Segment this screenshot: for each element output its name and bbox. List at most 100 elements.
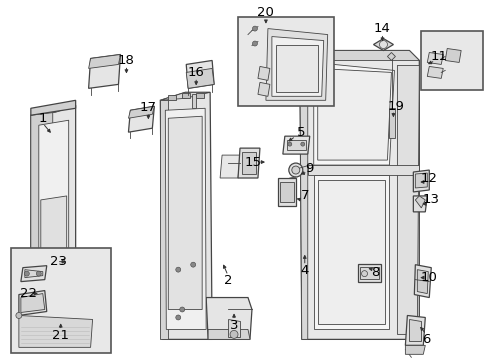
Text: 21: 21: [52, 329, 69, 342]
Polygon shape: [265, 28, 327, 100]
Text: 6: 6: [421, 333, 429, 346]
Polygon shape: [128, 106, 154, 132]
Polygon shape: [299, 50, 307, 339]
Bar: [196, 93, 203, 98]
Text: 4: 4: [300, 264, 308, 277]
Polygon shape: [168, 116, 202, 310]
Polygon shape: [160, 92, 210, 100]
Polygon shape: [397, 66, 419, 334]
Polygon shape: [41, 315, 66, 329]
Polygon shape: [258, 82, 269, 96]
Polygon shape: [242, 152, 255, 174]
Circle shape: [300, 142, 304, 146]
Text: 22: 22: [20, 287, 37, 300]
Polygon shape: [427, 53, 442, 64]
Polygon shape: [227, 319, 240, 337]
Text: 12: 12: [420, 171, 437, 185]
Polygon shape: [317, 180, 385, 324]
Text: 5: 5: [296, 126, 305, 139]
Polygon shape: [31, 108, 53, 339]
Polygon shape: [21, 293, 45, 312]
Bar: [388, 108, 395, 138]
Polygon shape: [39, 120, 68, 319]
Text: 14: 14: [373, 22, 390, 35]
Polygon shape: [277, 178, 295, 206]
Circle shape: [361, 271, 367, 276]
Polygon shape: [165, 108, 206, 329]
Polygon shape: [386, 53, 395, 60]
Polygon shape: [19, 315, 92, 347]
Circle shape: [36, 271, 41, 276]
Polygon shape: [41, 196, 66, 310]
Polygon shape: [373, 39, 393, 50]
Polygon shape: [220, 155, 240, 178]
Polygon shape: [405, 315, 425, 345]
Polygon shape: [412, 170, 428, 192]
Circle shape: [175, 315, 181, 320]
Text: 18: 18: [118, 54, 135, 67]
Text: 9: 9: [305, 162, 313, 175]
Circle shape: [288, 163, 302, 177]
Polygon shape: [313, 175, 388, 329]
Text: 8: 8: [370, 266, 379, 279]
Polygon shape: [238, 148, 260, 178]
Text: 7: 7: [300, 189, 308, 202]
Text: 3: 3: [229, 319, 238, 332]
Circle shape: [252, 26, 257, 31]
Polygon shape: [317, 68, 390, 160]
Circle shape: [252, 41, 257, 46]
Polygon shape: [299, 50, 419, 339]
Circle shape: [190, 262, 195, 267]
Text: 19: 19: [387, 100, 404, 113]
Polygon shape: [414, 196, 425, 208]
Text: 2: 2: [224, 274, 232, 287]
Bar: [421, 31, 482, 90]
Polygon shape: [192, 94, 196, 108]
Polygon shape: [279, 182, 293, 202]
Text: 17: 17: [140, 101, 157, 114]
Text: 13: 13: [422, 193, 439, 206]
Polygon shape: [282, 136, 309, 154]
Polygon shape: [416, 270, 427, 293]
Polygon shape: [413, 265, 430, 298]
Polygon shape: [408, 319, 421, 341]
Polygon shape: [31, 100, 76, 115]
Polygon shape: [31, 105, 76, 115]
Polygon shape: [313, 62, 394, 165]
Text: 1: 1: [39, 112, 47, 125]
Polygon shape: [359, 267, 379, 279]
Circle shape: [229, 330, 238, 338]
Polygon shape: [444, 49, 460, 62]
Text: 20: 20: [257, 6, 274, 19]
Polygon shape: [186, 68, 214, 88]
Polygon shape: [405, 345, 425, 354]
Polygon shape: [160, 100, 168, 339]
Bar: [182, 93, 190, 98]
Polygon shape: [357, 264, 381, 282]
Polygon shape: [275, 45, 317, 92]
Polygon shape: [128, 106, 154, 118]
Polygon shape: [414, 173, 427, 188]
Polygon shape: [258, 67, 269, 80]
Circle shape: [379, 41, 386, 49]
Polygon shape: [21, 266, 47, 282]
Text: 15: 15: [244, 156, 261, 168]
Polygon shape: [286, 140, 305, 150]
Text: 16: 16: [187, 66, 204, 79]
Text: 11: 11: [430, 50, 447, 63]
Bar: [168, 95, 176, 100]
Polygon shape: [31, 105, 76, 339]
Polygon shape: [186, 60, 214, 88]
Polygon shape: [160, 92, 212, 339]
Circle shape: [175, 267, 181, 272]
Polygon shape: [412, 196, 427, 212]
Polygon shape: [208, 329, 249, 339]
Polygon shape: [271, 37, 323, 96]
Polygon shape: [88, 54, 120, 88]
Circle shape: [291, 166, 299, 174]
Polygon shape: [427, 67, 442, 78]
Text: 10: 10: [420, 271, 437, 284]
Bar: [11, 248, 110, 353]
Text: 23: 23: [50, 255, 67, 268]
Bar: [238, 17, 333, 106]
